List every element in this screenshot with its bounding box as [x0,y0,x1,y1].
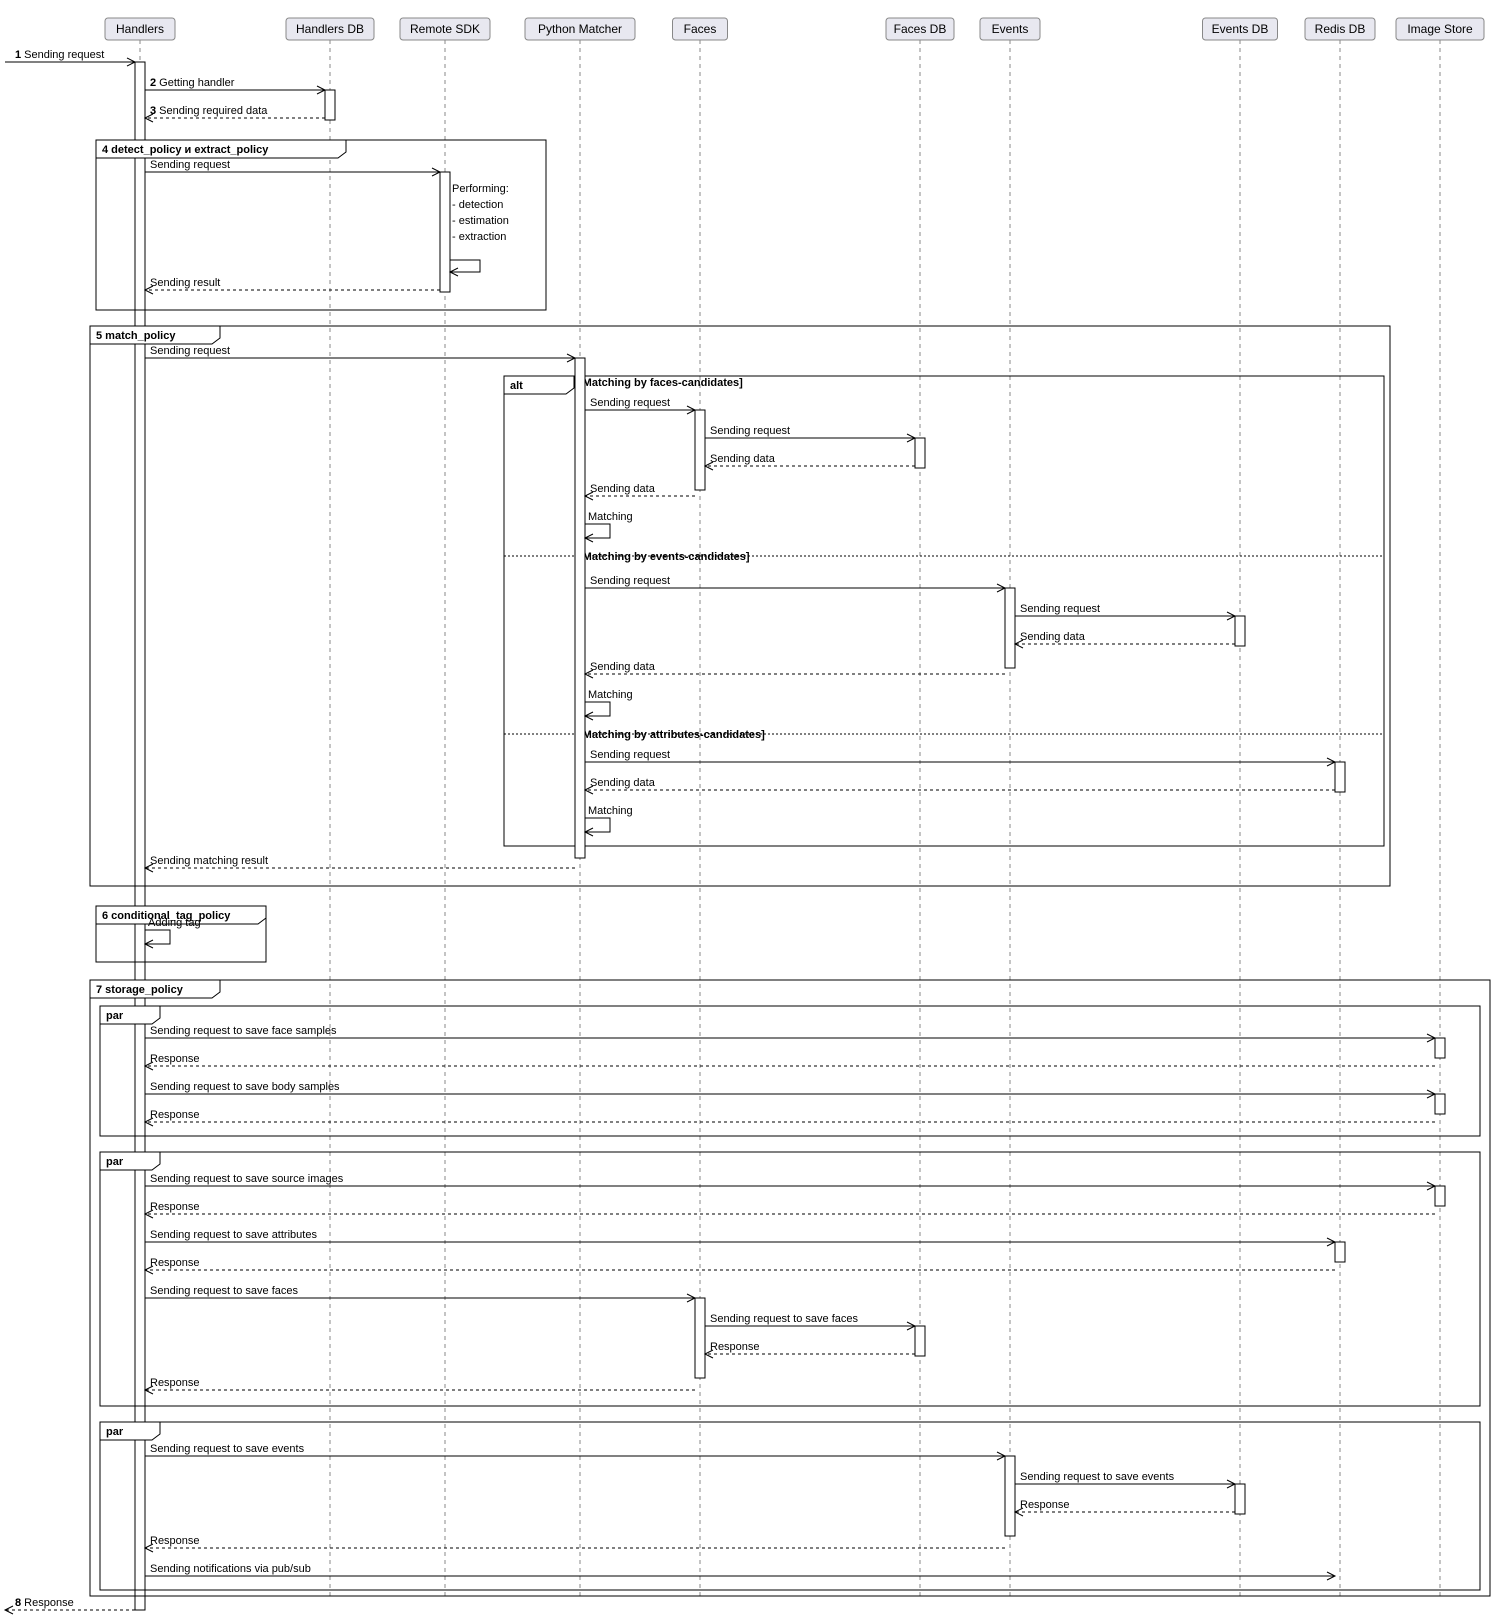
svg-text:3: 3 [150,105,156,117]
svg-text:Sending request: Sending request [150,345,230,357]
svg-text:7 storage_policy: 7 storage_policy [96,984,184,996]
svg-text:8 Response: 8 Response [15,1597,74,1609]
svg-text:Sending request: Sending request [590,397,670,409]
svg-text:8: 8 [15,1597,21,1609]
svg-text:- extraction: - extraction [452,231,506,243]
svg-text:Redis DB: Redis DB [1315,22,1366,36]
svg-text:Sending request to save events: Sending request to save events [1020,1471,1175,1483]
svg-text:Sending request: Sending request [710,425,790,437]
svg-text:alt: alt [510,380,523,392]
svg-text:par: par [106,1156,124,1168]
svg-text:[Matching by attributes-candid: [Matching by attributes-candidates] [579,729,765,741]
svg-text:Events: Events [992,22,1029,36]
svg-text:par: par [106,1426,124,1438]
svg-text:1: 1 [15,49,21,61]
svg-text:Performing:: Performing: [452,183,509,195]
svg-text:3 Sending required data: 3 Sending required data [150,105,268,117]
svg-text:Adding tag: Adding tag [148,917,201,929]
svg-text:Sending request to save faces: Sending request to save faces [710,1313,858,1325]
svg-text:Response: Response [150,1257,200,1269]
svg-text:Sending request to save events: Sending request to save events [150,1443,305,1455]
svg-text:Sending data: Sending data [590,483,656,495]
svg-text:Response: Response [710,1341,760,1353]
svg-text:Sending matching result: Sending matching result [150,855,268,867]
svg-text:par: par [106,1010,124,1022]
svg-text:Faces DB: Faces DB [894,22,947,36]
svg-text:Sending result: Sending result [150,277,220,289]
svg-text:Matching: Matching [588,511,633,523]
svg-text:Response: Response [150,1201,200,1213]
svg-text:Response: Response [150,1109,200,1121]
svg-text:Sending request: Sending request [150,159,230,171]
svg-text:Sending request to save source: Sending request to save source images [150,1173,344,1185]
svg-text:- estimation: - estimation [452,215,509,227]
svg-text:Response: Response [1020,1499,1070,1511]
svg-text:4 detect_policy и extract_poli: 4 detect_policy и extract_policy [102,144,269,156]
svg-text:Handlers DB: Handlers DB [296,22,364,36]
svg-text:Sending request: Sending request [590,575,670,587]
svg-text:Response: Response [150,1535,200,1547]
svg-text:Sending request to save body s: Sending request to save body samples [150,1081,340,1093]
svg-text:Sending request to save attrib: Sending request to save attributes [150,1229,317,1241]
svg-text:Matching: Matching [588,805,633,817]
svg-text:Sending data: Sending data [590,777,656,789]
svg-text:Faces: Faces [684,22,717,36]
svg-text:Sending data: Sending data [590,661,656,673]
svg-text:- detection: - detection [452,199,503,211]
svg-text:[Matching by events-candidates: [Matching by events-candidates] [579,551,750,563]
svg-text:Sending data: Sending data [1020,631,1086,643]
svg-text:Remote SDK: Remote SDK [410,22,480,36]
svg-text:Sending request: Sending request [1020,603,1100,615]
svg-text:Sending request to save faces: Sending request to save faces [150,1285,298,1297]
svg-text:Response: Response [150,1053,200,1065]
svg-text:Sending request: Sending request [590,749,670,761]
svg-text:Matching: Matching [588,689,633,701]
sequence-diagram: Handlers Handlers DB Remote SDK Python Matc… [0,0,1496,1616]
svg-text:Handlers: Handlers [116,22,164,36]
svg-text:Image Store: Image Store [1407,22,1473,36]
svg-text:Sending data: Sending data [710,453,776,465]
svg-text:5 match_policy: 5 match_policy [96,330,176,342]
svg-text:2: 2 [150,77,156,89]
svg-text:Sending request to save face s: Sending request to save face samples [150,1025,337,1037]
svg-text:Response: Response [150,1377,200,1389]
svg-text:2 Getting handler: 2 Getting handler [150,77,235,89]
svg-text:Events DB: Events DB [1212,22,1269,36]
svg-text:[Matching by faces-candidates]: [Matching by faces-candidates] [579,377,743,389]
svg-text:Sending notifications via pub/: Sending notifications via pub/sub [150,1563,311,1575]
svg-text:1 Sending request: 1 Sending request [15,49,104,61]
svg-text:Python Matcher: Python Matcher [538,22,622,36]
